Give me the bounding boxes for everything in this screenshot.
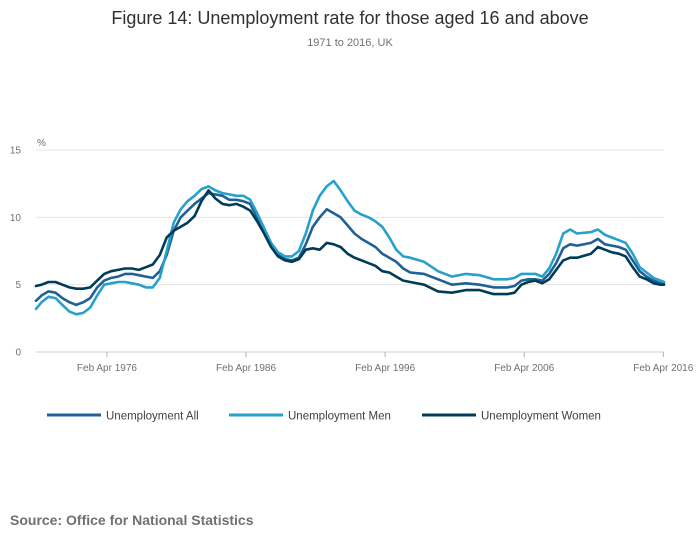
y-tick-label: 15 bbox=[10, 146, 22, 157]
y-tick-label: 10 bbox=[10, 213, 22, 224]
series-line-3 bbox=[34, 189, 666, 296]
chart-subtitle: 1971 to 2016, UK bbox=[307, 37, 393, 49]
x-axis: Feb Apr 1976 Feb Apr 1986 Feb Apr 1996 Feb … bbox=[77, 352, 694, 374]
y-tick-label: 0 bbox=[15, 348, 21, 359]
gridlines bbox=[36, 149, 664, 353]
y-tick-label: 5 bbox=[15, 280, 21, 291]
series-line-1 bbox=[34, 191, 666, 307]
series-lines bbox=[34, 179, 666, 316]
x-tick-label: Feb Apr 1986 bbox=[216, 363, 276, 374]
y-axis-label: % bbox=[37, 138, 46, 149]
source-note: Source: Office for National Statistics bbox=[10, 512, 254, 528]
legend[interactable]: Unemployment All Unemployment Men Unemploy… bbox=[47, 411, 601, 423]
series-line-2 bbox=[34, 179, 666, 316]
legend-label: Unemployment Women bbox=[481, 411, 601, 423]
x-tick-label: Feb Apr 2016 bbox=[633, 363, 693, 374]
x-tick-label: Feb Apr 2006 bbox=[494, 363, 554, 374]
legend-item-2[interactable]: Unemployment Men bbox=[229, 411, 391, 423]
chart-title: Figure 14: Unemployment rate for those a… bbox=[111, 8, 589, 28]
legend-item-3[interactable]: Unemployment Women bbox=[422, 411, 601, 423]
x-tick-label: Feb Apr 1976 bbox=[77, 363, 137, 374]
legend-item-1[interactable]: Unemployment All bbox=[47, 411, 199, 423]
legend-label: Unemployment Men bbox=[288, 411, 391, 423]
y-axis: 0 5 10 15 bbox=[10, 146, 22, 359]
legend-label: Unemployment All bbox=[106, 411, 199, 423]
x-tick-label: Feb Apr 1996 bbox=[355, 363, 415, 374]
